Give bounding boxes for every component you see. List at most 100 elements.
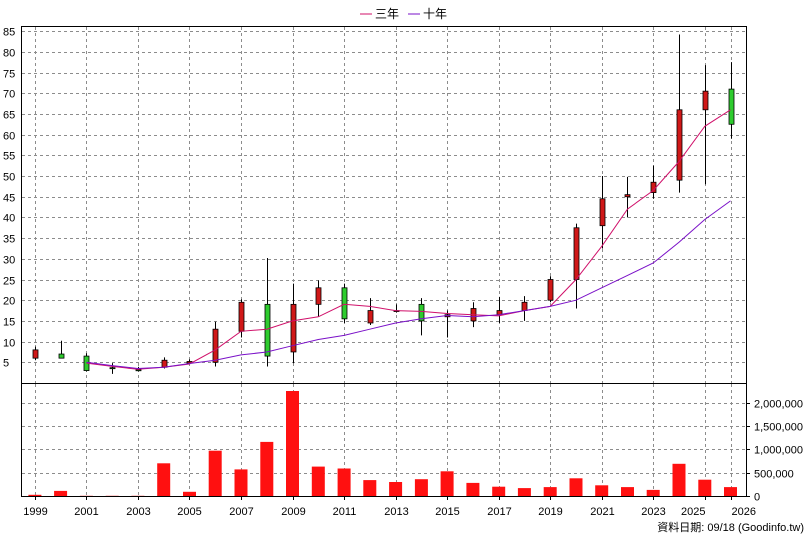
price-y-tick-label: 65 xyxy=(3,110,15,122)
volume-bar xyxy=(260,441,274,496)
candle-down xyxy=(58,353,65,359)
price-y-tick-label: 5 xyxy=(3,358,9,370)
price-y-tick-label: 45 xyxy=(3,193,15,205)
volume-bar xyxy=(234,469,248,496)
candle-up xyxy=(32,349,39,359)
volume-bar xyxy=(621,487,634,496)
volume-grid xyxy=(22,384,746,496)
candle-down xyxy=(135,369,142,372)
volume-bar xyxy=(543,487,557,496)
price-y-tick-label: 10 xyxy=(3,338,15,350)
price-y-tick-label: 15 xyxy=(3,317,15,329)
x-tick-label: 2013 xyxy=(384,506,408,518)
candle-up xyxy=(315,287,322,305)
price-y-tick-label: 85 xyxy=(3,27,15,39)
volume-bar xyxy=(517,488,531,496)
volume-bar xyxy=(440,471,454,496)
x-tick-label: 2011 xyxy=(333,506,357,518)
price-y-tick-label: 80 xyxy=(3,48,15,60)
volume-y-tick-label: 1,000,000 xyxy=(754,445,803,457)
volume-y-tick-label: 0 xyxy=(754,492,760,504)
x-tick-label: 2026 xyxy=(732,506,756,518)
volume-bar xyxy=(157,463,171,496)
volume-bar xyxy=(414,479,428,496)
candle-down xyxy=(109,367,116,370)
candle-up xyxy=(573,227,580,280)
volume-y-tick-label: 500,000 xyxy=(754,469,794,481)
ma-line-3y xyxy=(86,109,731,370)
volume-bar xyxy=(466,482,480,496)
candle-up xyxy=(212,328,219,363)
volume-bar xyxy=(286,391,299,496)
x-tick-label: 2007 xyxy=(229,506,253,518)
price-y-tick-label: 75 xyxy=(3,69,15,81)
candle-up xyxy=(624,194,631,198)
volume-plot-frame xyxy=(21,383,747,497)
x-axis: 1999 2001 2003 2005 2007 2009 2011 2013 2015 2017… xyxy=(23,496,756,518)
candles xyxy=(32,34,735,374)
candle-up xyxy=(676,109,683,181)
x-tick-label: 2019 xyxy=(538,506,562,518)
volume-bar xyxy=(595,485,609,496)
volume-bar xyxy=(183,491,196,496)
price-y-tick-label: 20 xyxy=(3,296,15,308)
legend-label-10y: 十年 xyxy=(423,7,447,21)
x-tick-label: 2001 xyxy=(74,506,98,518)
candle-up xyxy=(599,198,606,227)
price-y-tick-label: 60 xyxy=(3,131,15,143)
volume-bar xyxy=(28,494,42,496)
price-y-tick-label: 35 xyxy=(3,234,15,246)
price-grid xyxy=(22,27,746,383)
volume-bars xyxy=(28,391,737,497)
candle-up xyxy=(367,310,374,324)
volume-bar xyxy=(337,468,351,496)
volume-y-tick-label: 2,000,000 xyxy=(754,399,803,411)
candle-down xyxy=(418,303,425,322)
volume-bar xyxy=(724,487,737,496)
price-y-tick-label: 55 xyxy=(3,151,15,163)
volume-bar xyxy=(363,480,377,496)
x-tick-label: 2021 xyxy=(590,506,614,518)
candle-up xyxy=(521,301,528,311)
moving-average-lines xyxy=(86,109,731,370)
candle-up xyxy=(547,279,554,301)
price-y-axis: 5 10 15 20 25 30 35 40 45 50 55 60 65 70 75 80 85 xyxy=(3,27,15,370)
volume-bar xyxy=(569,478,583,496)
volume-bar xyxy=(311,466,325,496)
volume-bar xyxy=(492,486,506,496)
candle-up xyxy=(702,90,709,111)
ma-line-10y xyxy=(86,200,731,370)
x-tick-label: 1999 xyxy=(23,506,47,518)
price-y-tick-label: 25 xyxy=(3,276,15,288)
volume-bar xyxy=(698,479,712,496)
candle-down xyxy=(264,303,271,357)
x-tick-label: 2015 xyxy=(435,506,459,518)
price-y-tick-label: 50 xyxy=(3,172,15,184)
price-plot-frame xyxy=(21,26,747,384)
footer-source: 資料日期: 09/18 (Goodinfo.tw) xyxy=(657,520,804,534)
volume-bar xyxy=(54,490,68,496)
x-tick-label: 2025 xyxy=(681,506,705,518)
candle-up xyxy=(290,303,297,353)
volume-bar xyxy=(646,489,660,496)
price-y-tick-label: 40 xyxy=(3,213,15,225)
price-y-tick-label: 70 xyxy=(3,89,15,101)
legend: 三年 十年 xyxy=(360,7,447,21)
volume-bar xyxy=(389,482,403,496)
price-y-tick-label: 30 xyxy=(3,255,15,267)
volume-bar xyxy=(672,463,686,496)
x-tick-label: 2023 xyxy=(641,506,665,518)
x-tick-label: 2017 xyxy=(487,506,511,518)
candle-up xyxy=(238,301,245,332)
x-tick-label: 2003 xyxy=(126,506,150,518)
x-tick-label: 2009 xyxy=(281,506,305,518)
volume-y-tick-label: 1,500,000 xyxy=(754,422,803,434)
candle-up xyxy=(161,359,168,368)
candle-down xyxy=(728,88,735,125)
x-tick-label: 2005 xyxy=(177,506,201,518)
volume-bar xyxy=(208,450,222,496)
candle-down xyxy=(341,287,348,320)
volume-y-axis: 0 500,000 1,000,000 1,500,000 2,000,000 xyxy=(746,399,803,504)
legend-label-3y: 三年 xyxy=(375,7,399,21)
